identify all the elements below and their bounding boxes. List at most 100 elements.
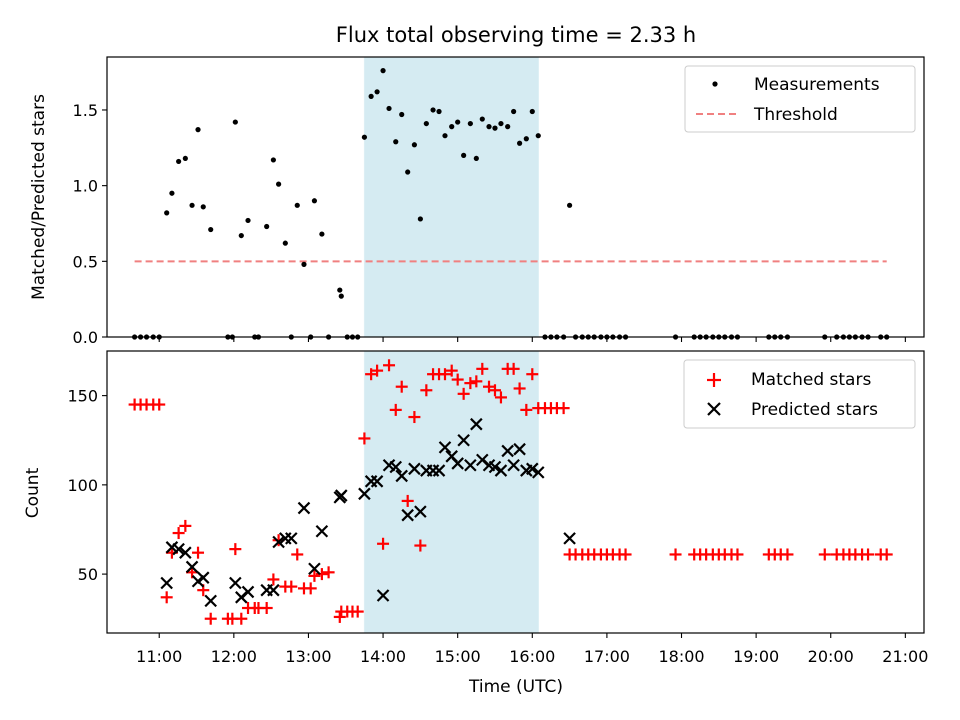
predicted-point	[389, 460, 403, 474]
matched-point	[457, 387, 470, 400]
matched-point	[438, 368, 451, 381]
predicted-point	[531, 466, 545, 479]
matched-point	[507, 362, 520, 375]
x-tick-label: 14:00	[360, 647, 406, 666]
ratio-legend-box	[684, 65, 916, 133]
matched-point	[153, 398, 166, 411]
count-legend-box	[683, 359, 916, 429]
matched-point	[818, 548, 831, 561]
matched-point	[322, 566, 335, 579]
matched-point	[526, 368, 539, 381]
matched-point	[285, 580, 298, 593]
matched-point	[371, 364, 384, 377]
matched-point	[408, 411, 421, 424]
x-tick-label: 15:00	[435, 647, 481, 666]
x-tick-label: 19:00	[733, 647, 779, 666]
count-y-tick-label: 50	[78, 565, 98, 584]
measurement-point	[232, 119, 238, 125]
predicted-point	[526, 462, 539, 476]
top-x-ticks	[158, 337, 906, 342]
matched-point	[781, 548, 794, 561]
matched-legend-label: Matched stars	[751, 370, 871, 390]
predicted-point	[494, 464, 508, 477]
x-axis-label: Time (UTC)	[468, 677, 563, 697]
matched-point	[172, 527, 185, 540]
ratio-y-tick-label: 1.0	[73, 177, 98, 196]
matched-point	[420, 384, 433, 397]
measurement-point	[436, 108, 442, 115]
measurement-point	[405, 169, 411, 175]
predicted-point	[376, 589, 390, 602]
measurement-point	[169, 190, 175, 196]
measurement-point	[498, 120, 504, 127]
matched-point	[351, 605, 364, 618]
measurement-point	[200, 204, 206, 210]
ratio-y-tick-label: 0.0	[73, 328, 98, 347]
measurement-point	[566, 202, 573, 208]
bottom-y-ticks: 50 100 150	[67, 387, 107, 584]
measurement-point	[517, 140, 523, 146]
measurement-point	[411, 142, 418, 148]
measurement-point	[374, 89, 380, 95]
predicted-point	[285, 532, 298, 545]
matched-point	[377, 537, 390, 550]
predicted-point	[370, 475, 384, 488]
matched-point	[204, 612, 217, 625]
measurement-point	[311, 198, 318, 204]
measurement-point	[486, 124, 492, 130]
measurement-point	[361, 134, 368, 140]
count-marks	[128, 359, 893, 625]
matched-point	[267, 573, 280, 586]
matched-point	[291, 548, 304, 561]
ratio-y-tick-label: 1.5	[73, 101, 98, 120]
ratio-legend: Measurements Threshold	[684, 65, 916, 133]
matched-point	[476, 362, 489, 375]
predicted-legend-label: Predicted stars	[751, 400, 878, 420]
measurement-point	[176, 158, 182, 165]
matched-point	[470, 375, 483, 388]
matched-point	[880, 548, 893, 561]
matched-point	[308, 569, 321, 582]
matched-point	[333, 610, 346, 623]
matched-point	[260, 602, 273, 615]
predicted-point	[204, 594, 217, 608]
predicted-point	[457, 433, 470, 447]
matched-point	[304, 582, 317, 595]
matched-point	[192, 546, 205, 559]
x-tick-label: 21:00	[882, 647, 928, 666]
matched-point	[235, 612, 248, 625]
matched-point	[401, 494, 414, 507]
matched-point	[669, 548, 682, 561]
bottom-highlight-band	[363, 350, 540, 634]
measurement-point	[473, 155, 479, 162]
matched-point	[315, 568, 328, 581]
matched-point	[520, 403, 533, 416]
predicted-point	[464, 458, 477, 472]
predicted-point	[172, 542, 185, 556]
measurement-point	[338, 293, 344, 299]
matched-point	[731, 548, 744, 561]
count-y-tick-label: 150	[67, 387, 98, 406]
predicted-point	[185, 560, 199, 574]
measurement-point	[461, 152, 467, 158]
x-tick-label: 13:00	[285, 647, 331, 666]
matched-point	[488, 384, 501, 397]
predicted-point	[563, 532, 576, 545]
matched-point	[229, 543, 242, 556]
predicted-point	[196, 571, 210, 584]
measurement-point	[492, 125, 498, 131]
matched-point	[557, 402, 570, 415]
predicted-point	[229, 576, 242, 590]
measurement-point	[182, 155, 188, 162]
measurement-point	[535, 133, 541, 139]
measurement-point	[505, 124, 511, 130]
measurement-point	[276, 181, 282, 187]
x-tick-label: 12:00	[211, 647, 257, 666]
predicted-point	[414, 505, 427, 518]
count-legend: Matched stars Predicted stars	[683, 359, 916, 429]
predicted-point	[241, 585, 255, 599]
predicted-point	[451, 457, 464, 470]
threshold-legend-label: Threshold	[753, 105, 838, 125]
ratio-y-tick-label: 0.5	[73, 252, 98, 271]
